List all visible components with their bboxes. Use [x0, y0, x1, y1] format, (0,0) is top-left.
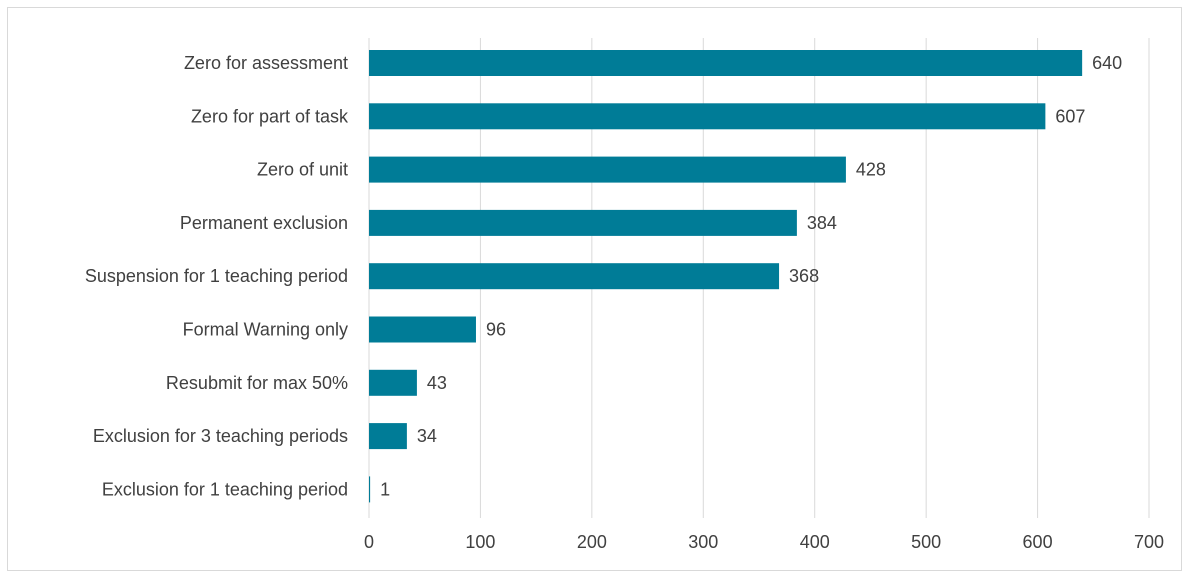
x-tick-label: 400 [800, 532, 830, 552]
x-axis-ticks: 0 100 200 300 400 500 600 700 [364, 532, 1164, 552]
bar [369, 156, 846, 183]
bar [369, 263, 780, 290]
data-label: 43 [427, 373, 447, 393]
x-tick-label: 200 [577, 532, 607, 552]
data-label: 1 [380, 479, 390, 499]
bar [369, 423, 407, 450]
data-label: 428 [856, 160, 886, 180]
category-label: Formal Warning only [183, 320, 348, 340]
x-tick-label: 500 [911, 532, 941, 552]
data-label: 368 [789, 266, 819, 286]
data-label: 34 [417, 426, 437, 446]
category-label: Zero for assessment [184, 53, 348, 73]
data-label: 384 [807, 213, 837, 233]
bar [369, 316, 476, 343]
category-label: Zero of unit [257, 160, 348, 180]
bar [369, 476, 371, 503]
bar [369, 50, 1083, 76]
category-label: Permanent exclusion [180, 213, 348, 233]
category-labels: Zero for assessment Zero for part of task… [85, 53, 349, 499]
value-labels: 640 607 428 384 368 96 43 34 1 [380, 53, 1122, 499]
category-label: Zero for part of task [191, 106, 349, 126]
x-tick-label: 300 [688, 532, 718, 552]
data-label: 96 [486, 320, 506, 340]
bar-chart: Zero for assessment Zero for part of task… [85, 38, 1164, 552]
x-tick-label: 100 [465, 532, 495, 552]
category-label: Exclusion for 3 teaching periods [93, 426, 348, 446]
bars [369, 50, 1083, 503]
category-label: Resubmit for max 50% [166, 373, 348, 393]
bar [369, 103, 1046, 130]
category-label: Suspension for 1 teaching period [85, 266, 348, 286]
x-tick-label: 0 [364, 532, 374, 552]
category-label: Exclusion for 1 teaching period [102, 479, 348, 499]
bar [369, 369, 417, 396]
data-label: 640 [1092, 53, 1122, 73]
x-tick-label: 700 [1134, 532, 1164, 552]
chart-frame: Zero for assessment Zero for part of task… [7, 7, 1182, 571]
bar [369, 209, 797, 236]
x-tick-label: 600 [1023, 532, 1053, 552]
data-label: 607 [1055, 106, 1085, 126]
